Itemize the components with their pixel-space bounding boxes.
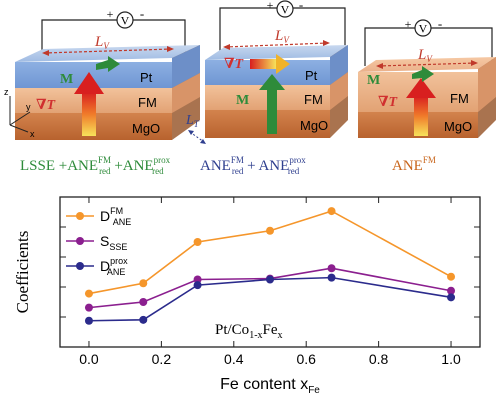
gradt-label: ∇T [224, 57, 245, 72]
composition-annotation: Pt/Co1-xFex [215, 322, 283, 341]
heat-arrow-shaft [250, 59, 276, 69]
minus-sign: - [299, 0, 303, 12]
x-tick-label: 0.6 [296, 351, 316, 367]
coefficients-chart: Coefficients Fe content xFe Pt/Co1-xFex … [13, 196, 481, 396]
lv-label: LV [274, 28, 290, 45]
voltmeter-label: V [121, 14, 130, 28]
x-tick-label: 0.8 [369, 351, 389, 367]
data-point [447, 272, 456, 281]
legend: DFM ANE SSSE Dprox ANE [66, 206, 131, 277]
data-point [139, 298, 148, 306]
data-point [266, 275, 274, 284]
m-label: M [60, 72, 73, 87]
fm-label: FM [304, 92, 323, 107]
z-axis-label: z [4, 87, 9, 97]
caption-lsse: LSSE +ANEFM red +ANEprox red [20, 155, 171, 176]
plot-frame [59, 196, 481, 348]
data-point [84, 303, 93, 312]
legend-marker [76, 212, 84, 220]
legend-label: Dprox ANE [100, 256, 128, 277]
pt-label: Pt [305, 68, 318, 83]
y-axis-title: Coefficients [13, 231, 32, 314]
voltmeter-label: V [281, 3, 290, 17]
fm-label: FM [450, 91, 469, 106]
plus-sign: + [107, 7, 114, 21]
minus-sign: - [140, 6, 144, 21]
pt-top-face [15, 45, 200, 62]
mgo-label: MgO [132, 121, 160, 136]
axes-icon [9, 96, 31, 133]
m-label: M [236, 93, 249, 108]
pt-side [330, 45, 348, 85]
gradt-label: ∇T [378, 95, 399, 110]
lt-double-arrow-icon [188, 130, 206, 144]
panel-ane-fm: V + - LV FM MgO M ∇T ANEFM [358, 16, 496, 174]
data-point [327, 207, 336, 216]
x-tick-label: 0.2 [152, 351, 172, 367]
data-point [447, 293, 456, 302]
data-point [139, 315, 148, 324]
m-label: M [367, 73, 380, 88]
x-tick-label: 1.0 [441, 351, 461, 367]
legend-marker [76, 237, 84, 245]
m-arrow-shaft [267, 88, 277, 134]
panel-lsse: V + - LV Pt FM MgO M ∇T z y x [4, 6, 200, 176]
fm-side [478, 57, 496, 112]
fm-top-face [358, 57, 496, 72]
data-point [266, 226, 274, 235]
legend-label: SSSE [100, 233, 127, 252]
fm-side [172, 73, 200, 113]
data-point [193, 275, 202, 284]
data-point [84, 316, 93, 325]
pt-top-face [205, 45, 348, 60]
lv-label: LV [94, 34, 110, 51]
mgo-label: MgO [300, 118, 328, 133]
heat-arrow-icon [406, 78, 436, 98]
data-point [193, 281, 202, 290]
voltmeter-icon [276, 0, 294, 18]
y-axis-label: y [26, 102, 31, 112]
x-tick-label: 0.4 [224, 351, 244, 367]
voltmeter-label: V [419, 22, 428, 36]
magnetization-arrow-icon [412, 66, 434, 82]
magnetization-arrow-icon [96, 56, 120, 72]
fm-label: FM [138, 95, 157, 110]
pt-label: Pt [140, 70, 153, 85]
series-line-0 [88, 210, 452, 295]
magnetization-arrow-icon [259, 74, 285, 90]
lt-label: LT [185, 113, 200, 129]
caption-ane-fm: ANEFM [392, 155, 436, 174]
plus-sign: + [405, 17, 412, 31]
heat-arrow-icon [74, 72, 104, 94]
fm-side [330, 72, 348, 110]
pt-side [172, 45, 200, 88]
voltmeter-icon [414, 19, 432, 37]
series-line-1 [88, 267, 452, 309]
heat-arrow-shaft [414, 96, 428, 136]
data-point [447, 286, 456, 295]
legend-label: DFM ANE [100, 206, 131, 227]
minus-sign: - [438, 16, 442, 31]
panel-ane-red: V + - LV Pt FM MgO ∇T M LT ANEFM red + AN… [185, 0, 348, 176]
x-axis-label: x [30, 129, 35, 139]
legend-marker [76, 262, 84, 270]
x-axis-title: Fe content xFe [220, 376, 320, 396]
data-point [327, 273, 336, 282]
gradt-label: ∇T [36, 98, 57, 113]
caption-ane-red: ANEFM red + ANEprox red [200, 155, 306, 176]
data-point [193, 238, 202, 246]
data-point [139, 279, 148, 288]
data-point [84, 289, 93, 298]
plus-sign: + [267, 0, 274, 12]
heat-arrow-icon [276, 54, 290, 74]
heat-arrow-shaft [82, 92, 96, 136]
x-tick-label: 0.0 [79, 351, 99, 367]
lv-label: LV [417, 47, 433, 64]
voltmeter-icon [116, 11, 134, 29]
series-line-2 [88, 276, 452, 322]
data-point [327, 264, 336, 273]
mgo-label: MgO [444, 119, 472, 134]
